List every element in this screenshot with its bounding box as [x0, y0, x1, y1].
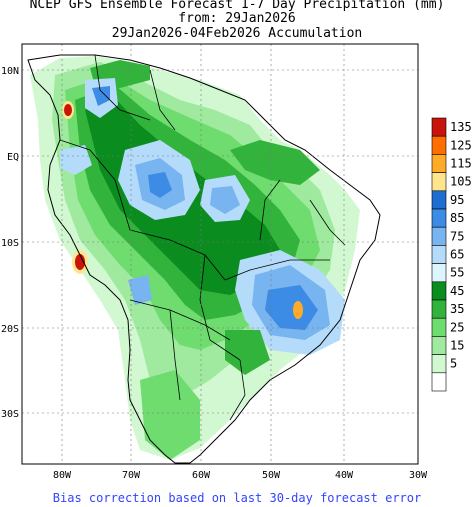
lon-tick-label: 50W — [262, 470, 281, 481]
lon-tick-label: 60W — [192, 470, 211, 481]
precip-shading — [30, 56, 360, 460]
forecast-start-date: from: 29Jan2026 — [178, 11, 296, 26]
precip-south-brazil — [225, 330, 270, 375]
legend-label: 105 — [450, 175, 472, 189]
legend-swatch — [431, 172, 447, 192]
legend-label: 135 — [450, 120, 472, 134]
longitude-axis: 80W 70W 60W 50W 40W 30W — [53, 470, 428, 481]
legend-label: 85 — [450, 211, 464, 225]
color-legend: 135 125 115 105 95 85 75 65 55 45 35 25 15 5 — [431, 117, 472, 392]
legend-label: 75 — [450, 229, 464, 243]
precip-85mm-amazon — [148, 172, 172, 198]
precip-se-brazil-85 — [265, 285, 318, 330]
latitude-axis: 10N EQ 10S 20S 30S — [1, 66, 19, 420]
coastline — [27, 54, 381, 464]
accumulation-period: 29Jan2026-04Feb2026 Accumulation — [111, 26, 363, 41]
precip-south-cone — [140, 370, 200, 460]
lat-tick-label: EQ — [7, 152, 19, 163]
legend-swatch — [431, 226, 447, 246]
legend-swatch — [431, 190, 447, 210]
legend-label: 55 — [450, 266, 464, 280]
lat-tick-label: 10S — [1, 238, 19, 249]
legend-swatch — [431, 135, 447, 155]
legend-label: 25 — [450, 320, 464, 334]
legend-label: 5 — [450, 357, 457, 371]
map-title: NCEP GFS Ensemble Forecast 1-7 Day Preci… — [29, 0, 445, 12]
legend-swatch — [431, 263, 447, 283]
legend-label: 65 — [450, 248, 464, 262]
legend-swatch — [431, 154, 447, 173]
legend-swatch — [431, 117, 447, 137]
precip-panama-135 — [64, 104, 72, 116]
gridlines — [22, 44, 418, 464]
precip-75mm-east-amazon — [210, 186, 240, 214]
legend-label: 35 — [450, 302, 464, 316]
legend-swatch — [431, 372, 447, 392]
legend-swatch — [431, 317, 447, 337]
lat-tick-label: 10N — [1, 66, 19, 77]
plot-frame — [21, 43, 419, 465]
lon-tick-label: 70W — [122, 470, 141, 481]
country-borders — [59, 54, 346, 421]
legend-label: 45 — [450, 284, 464, 298]
precip-amazon-mouth — [230, 140, 320, 185]
map-plot-area — [27, 54, 381, 464]
precip-se-brazil-115 — [293, 301, 303, 319]
lat-tick-label: 20S — [1, 324, 19, 335]
lat-tick-label: 30S — [1, 409, 19, 420]
precip-ecuador-patch — [60, 145, 92, 175]
lon-tick-label: 30W — [409, 470, 428, 481]
legend-label: 15 — [450, 339, 464, 353]
legend-swatch — [431, 245, 447, 264]
legend-label: 125 — [450, 138, 472, 152]
legend-swatch — [431, 354, 447, 374]
precip-peru-135 — [75, 254, 85, 270]
legend-swatch — [431, 208, 447, 228]
legend-label: 115 — [450, 157, 472, 171]
precip-colombia-85 — [92, 86, 110, 106]
lon-tick-label: 40W — [335, 470, 354, 481]
bias-correction-note: Bias correction based on last 30-day for… — [52, 491, 422, 505]
legend-swatch — [431, 299, 447, 319]
lon-tick-label: 80W — [53, 470, 72, 481]
legend-label: 95 — [450, 193, 464, 207]
precip-bolivia-75 — [128, 275, 152, 305]
legend-swatch — [431, 281, 447, 301]
legend-swatch — [431, 336, 447, 355]
